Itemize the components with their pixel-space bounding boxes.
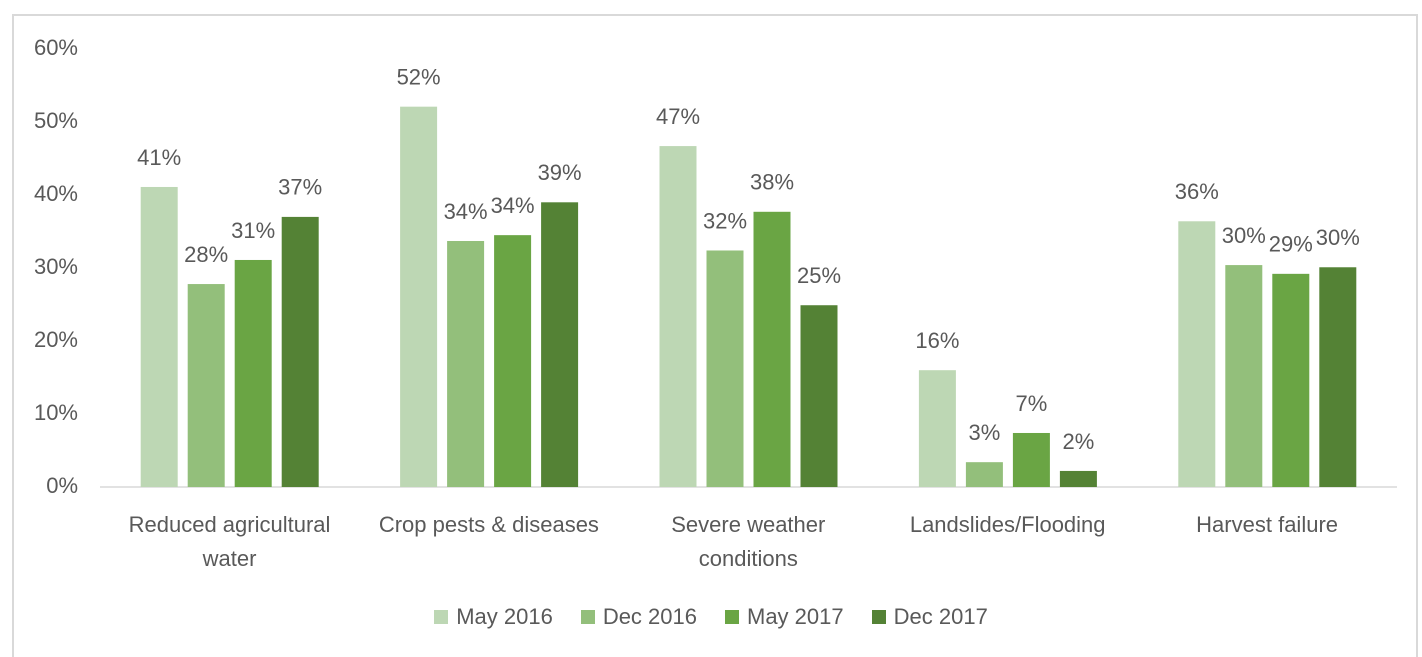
legend-label: Dec 2017 <box>893 604 988 629</box>
bar <box>281 216 319 487</box>
data-label: 3% <box>969 420 1001 445</box>
bar <box>140 186 178 487</box>
data-label: 34% <box>444 199 488 224</box>
data-label: 47% <box>656 104 700 129</box>
bar <box>541 202 579 488</box>
bar <box>965 462 1003 487</box>
data-label: 31% <box>231 218 275 243</box>
data-label: 30% <box>1222 223 1266 248</box>
y-tick-label: 50% <box>34 108 78 133</box>
data-label: 39% <box>538 160 582 185</box>
data-label: 32% <box>703 208 747 233</box>
legend-item: May 2016 <box>434 604 553 630</box>
x-tick-label: Harvest failure <box>1196 512 1339 537</box>
bar <box>1178 221 1216 487</box>
bar <box>447 240 485 487</box>
data-label: 37% <box>278 175 322 200</box>
data-label: 7% <box>1016 391 1048 416</box>
y-tick-label: 30% <box>34 254 78 279</box>
legend-label: May 2016 <box>456 604 553 629</box>
bar <box>400 106 438 488</box>
x-tick-label: Severe weather conditions <box>671 512 826 571</box>
data-label: 2% <box>1063 429 1095 454</box>
legend-label: Dec 2016 <box>602 604 697 629</box>
chart-frame <box>12 14 1418 657</box>
bar <box>494 235 532 487</box>
bar <box>1225 265 1263 487</box>
legend-label: May 2017 <box>747 604 844 629</box>
y-tick-label: 10% <box>34 400 78 425</box>
data-label: 16% <box>915 328 959 353</box>
bar <box>659 146 697 487</box>
data-label: 29% <box>1269 232 1313 257</box>
legend-swatch <box>871 610 886 624</box>
x-tick-label: Reduced agricultural water <box>128 512 331 571</box>
x-tick-label: Crop pests & diseases <box>378 512 599 537</box>
y-tick-label: 60% <box>34 35 78 60</box>
bar <box>753 211 791 488</box>
legend: May 2016 Dec 2016 May 2017 Dec 2017 <box>0 604 1422 630</box>
legend-item: Dec 2016 <box>580 604 697 630</box>
data-label: 34% <box>491 193 535 218</box>
data-label: 41% <box>137 145 181 170</box>
data-label: 52% <box>397 64 441 89</box>
bar <box>918 370 956 487</box>
data-label: 36% <box>1175 179 1219 204</box>
data-label: 28% <box>184 242 228 267</box>
legend-item: Dec 2017 <box>871 604 988 630</box>
y-tick-label: 40% <box>34 181 78 206</box>
legend-swatch <box>580 610 595 624</box>
x-tick-label: Landslides/Flooding <box>909 512 1106 537</box>
data-label: 25% <box>797 263 841 288</box>
y-tick-label: 20% <box>34 327 78 352</box>
y-tick-label: 0% <box>46 473 78 498</box>
bar <box>1059 470 1097 487</box>
data-label: 30% <box>1316 225 1360 250</box>
bar <box>706 250 744 487</box>
legend-swatch <box>725 610 739 624</box>
bar <box>1012 432 1050 487</box>
bar <box>1319 267 1357 487</box>
bar <box>234 259 272 487</box>
bar <box>1272 273 1310 487</box>
legend-item: May 2017 <box>725 604 844 630</box>
bar <box>800 305 838 487</box>
legend-swatch <box>434 610 449 624</box>
bar <box>187 284 225 487</box>
data-label: 38% <box>750 170 794 195</box>
